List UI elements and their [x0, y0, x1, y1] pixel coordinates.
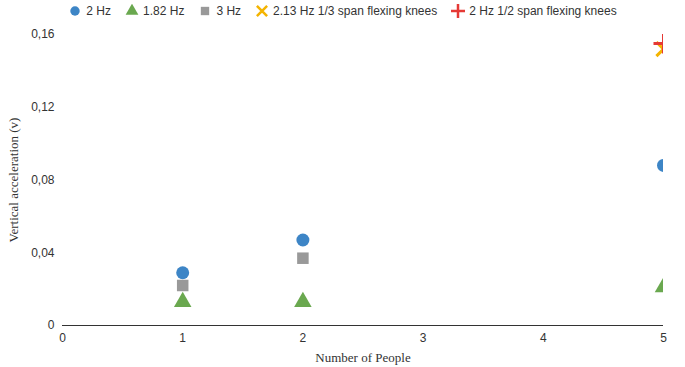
- html-text:2.13 Hz 1/3 span flexing knees: 2.13 Hz 1/3 span flexing knees: [273, 4, 438, 18]
- svg-text:1: 1: [179, 331, 186, 345]
- svg-text:Number of People: Number of People: [315, 350, 411, 365]
- svg-text:3: 3: [420, 331, 427, 345]
- html-text:1.82 Hz: 1.82 Hz: [143, 4, 185, 18]
- html-text:2 Hz 1/2 span flexing knees: 2 Hz 1/2 span flexing knees: [469, 4, 617, 18]
- html-text:3 Hz: 3 Hz: [216, 4, 242, 18]
- svg-text:0: 0: [48, 318, 55, 332]
- svg-text:0,12: 0,12: [31, 100, 55, 114]
- svg-text:5: 5: [660, 331, 667, 345]
- svg-text:4: 4: [540, 331, 547, 345]
- svg-text:Vertical acceleration (v): Vertical acceleration (v): [6, 118, 21, 243]
- svg-text:0,16: 0,16: [31, 27, 55, 41]
- svg-text:0,04: 0,04: [31, 246, 55, 260]
- svg-text:0,08: 0,08: [31, 173, 55, 187]
- html-text:2 Hz: 2 Hz: [86, 4, 111, 18]
- svg-text:2: 2: [300, 331, 307, 345]
- svg-text:0: 0: [59, 331, 66, 345]
